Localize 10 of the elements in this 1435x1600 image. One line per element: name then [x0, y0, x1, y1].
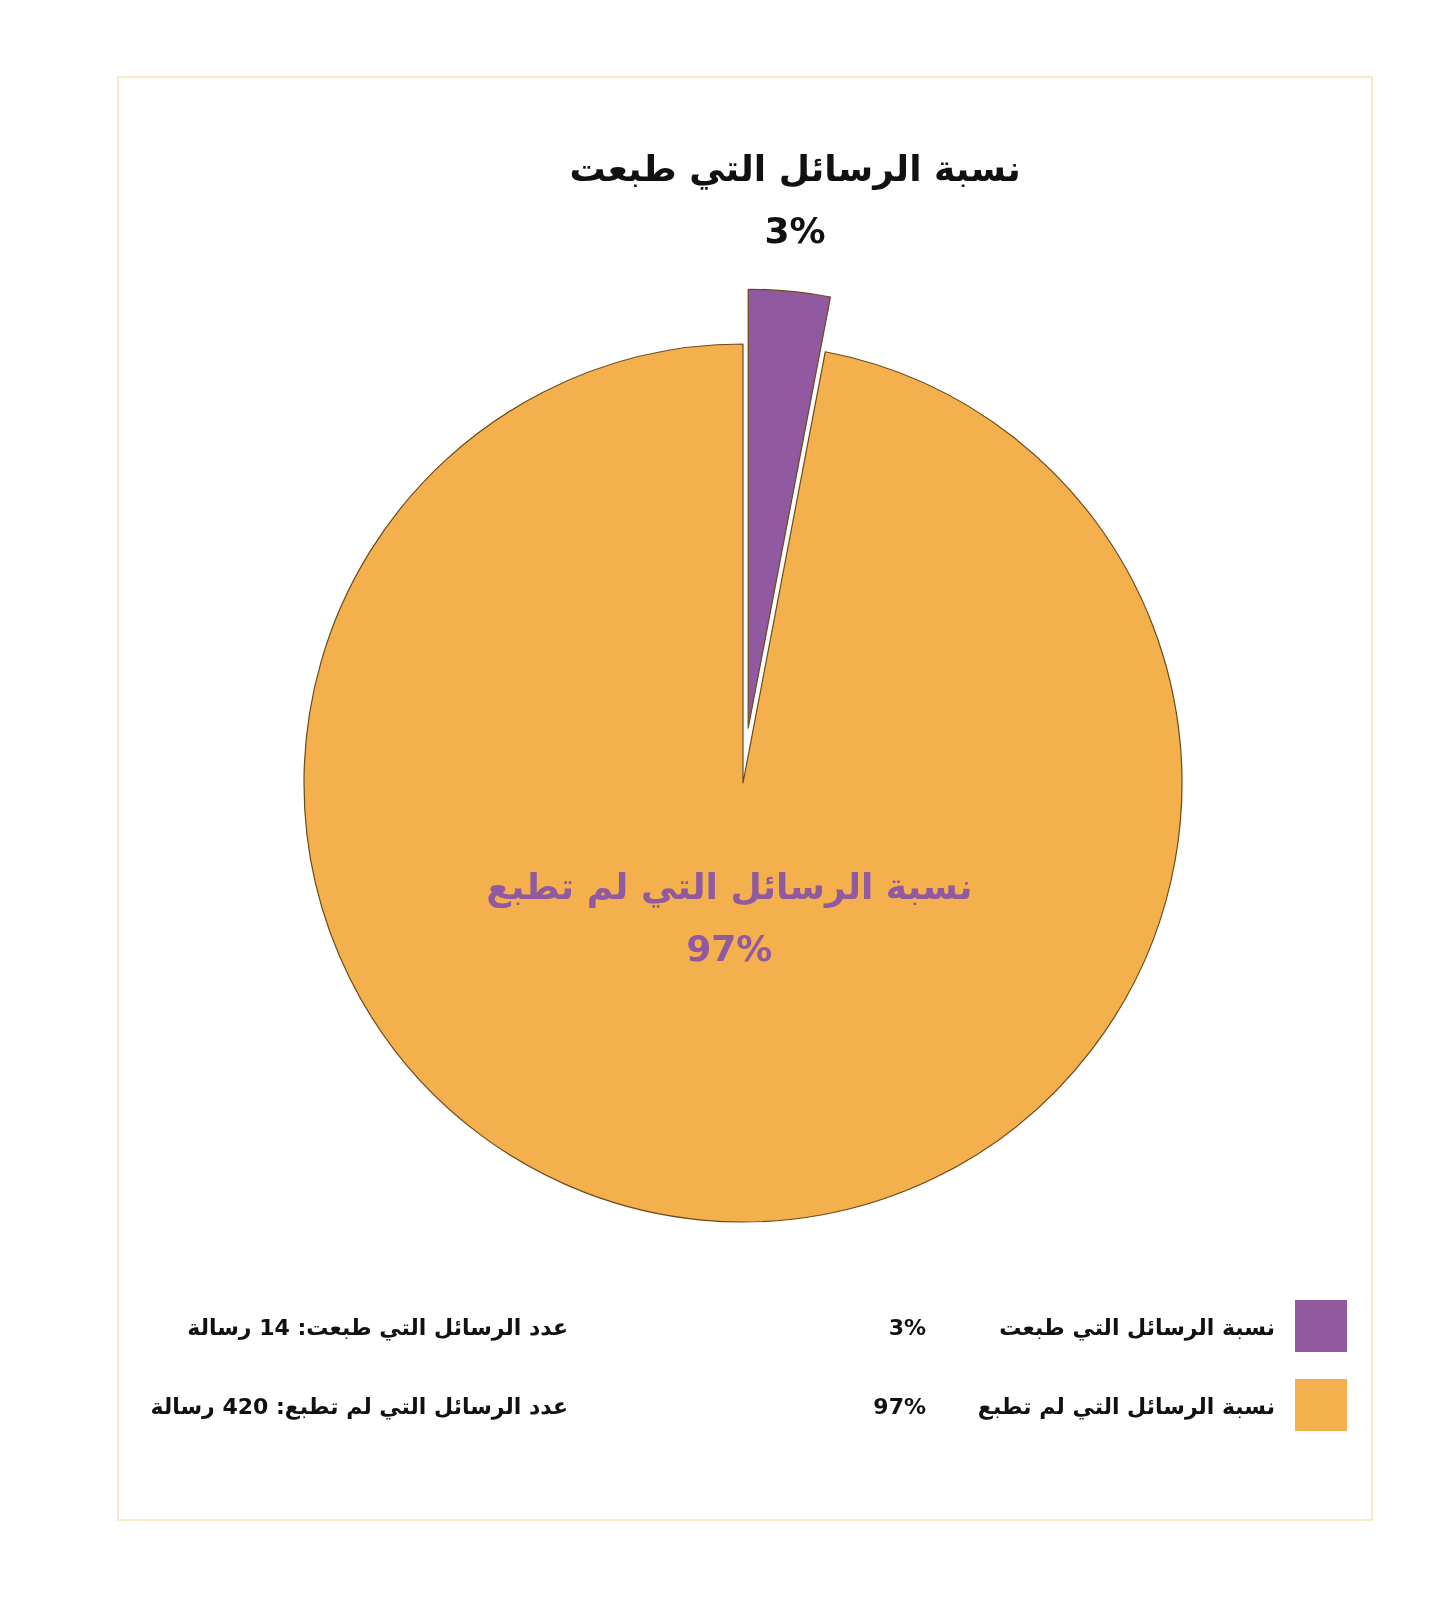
legend-label: نسبة الرسائل التي طبعت	[999, 1315, 1275, 1341]
text: 3%	[888, 1315, 926, 1340]
legend-label: نسبة الرسائل التي لم تطبع	[977, 1394, 1275, 1420]
slice-label: نسبة الرسائل التي لم تطبع	[486, 866, 973, 909]
text: عدد الرسائل التي لم تطبع: 420 رسالة	[150, 1394, 568, 1420]
slice-label: نسبة الرسائل التي طبعت	[569, 148, 1021, 191]
data-label: 97%	[686, 928, 773, 970]
text: عدد الرسائل التي طبعت: 14 رسالة	[187, 1315, 568, 1341]
data-label: 3%	[764, 210, 826, 252]
text: 97%	[873, 1394, 926, 1419]
